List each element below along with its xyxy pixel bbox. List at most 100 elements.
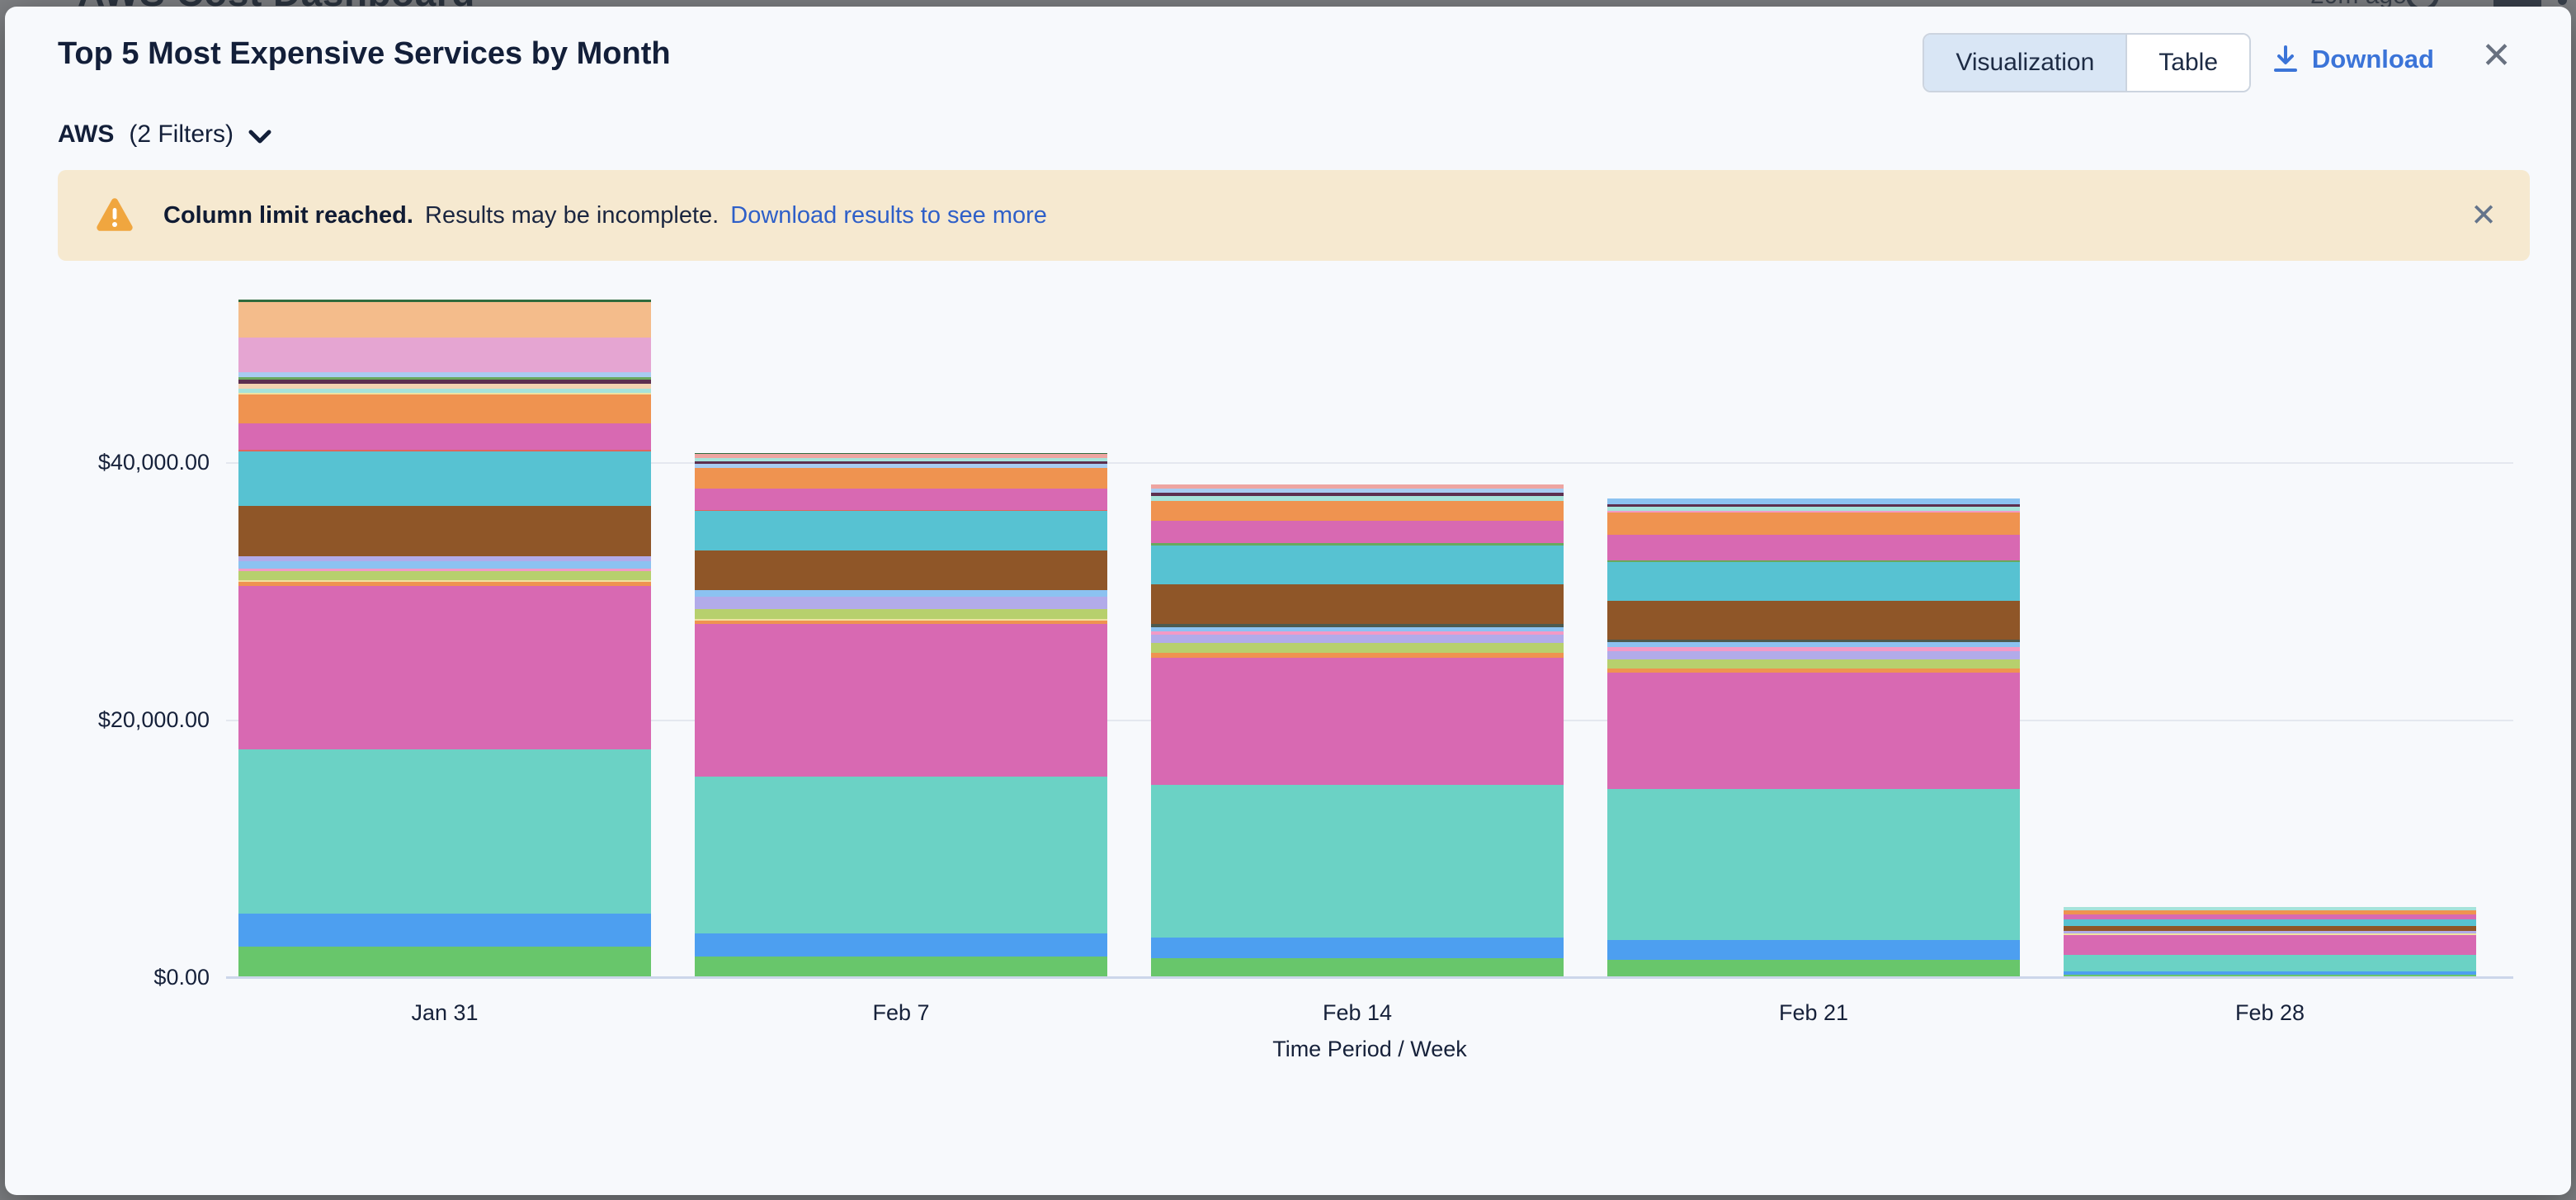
bar-segment-blue[interactable]	[695, 933, 1107, 957]
bar-segment-paleTeal[interactable]	[238, 389, 651, 393]
bar-segment-blue[interactable]	[1151, 938, 1564, 959]
bar-segment-yellowGreen[interactable]	[1607, 659, 2020, 669]
bar-segment-orange[interactable]	[1151, 501, 1564, 522]
bar-segment-orange[interactable]	[2064, 910, 2476, 915]
bar-segment-paleYellow[interactable]	[238, 392, 651, 395]
bar-segment-periwinkle[interactable]	[238, 555, 651, 561]
bar-segment-magenta[interactable]	[1151, 521, 1564, 544]
banner-download-link[interactable]: Download results to see more	[730, 201, 1047, 229]
bar-segment-orange[interactable]	[1607, 513, 2020, 536]
bar-segment-lightBlue[interactable]	[238, 560, 651, 569]
bar-segment-magenta[interactable]	[695, 623, 1107, 777]
bar-segment-magenta[interactable]	[1607, 673, 2020, 790]
bar-segment-cyan[interactable]	[1607, 562, 2020, 602]
bar-segment-salmon[interactable]	[695, 453, 1107, 458]
bar-segment-magenta[interactable]	[1607, 535, 2020, 561]
bar-segment-magenta[interactable]	[695, 488, 1107, 510]
bar-segment-magenta[interactable]	[2064, 914, 2476, 920]
bar-segment-lightBlue[interactable]	[695, 589, 1107, 598]
bar-segment-coral[interactable]	[238, 450, 651, 452]
bar-segment-coral[interactable]	[695, 509, 1107, 511]
bar-segment-maroon[interactable]	[1607, 504, 2020, 508]
bar-segment-green[interactable]	[2064, 974, 2476, 976]
bar-segment-maroon[interactable]	[1151, 493, 1564, 497]
bar-segment-brown[interactable]	[695, 550, 1107, 590]
bar-segment-yellowGreen[interactable]	[238, 570, 651, 580]
tab-table[interactable]: Table	[2125, 35, 2249, 91]
bar-segment-lightBlueThin[interactable]	[1151, 489, 1564, 494]
bar-segment-lightBlueThin[interactable]	[238, 372, 651, 378]
bar-segment-greenThin[interactable]	[238, 377, 651, 380]
bar-segment-periwinkle[interactable]	[695, 597, 1107, 609]
bar-segment-darkGreen[interactable]	[695, 452, 1107, 454]
bar-segment-plum[interactable]	[238, 338, 651, 373]
bar-segment-magenta[interactable]	[238, 423, 651, 451]
filter-dropdown[interactable]: AWS (2 Filters)	[58, 120, 271, 149]
bar-segment-turquoise[interactable]	[1607, 789, 2020, 941]
bar-feb-14[interactable]	[1151, 484, 1564, 976]
bar-segment-paleTeal[interactable]	[2064, 907, 2476, 911]
bar-feb-7[interactable]	[695, 452, 1107, 976]
bar-segment-paleYellow[interactable]	[238, 579, 651, 582]
bar-segment-orange[interactable]	[238, 394, 651, 424]
bar-segment-periwinkle[interactable]	[2064, 931, 2476, 933]
bar-segment-paleTeal[interactable]	[1151, 496, 1564, 502]
bar-segment-turquoise[interactable]	[238, 749, 651, 914]
bar-segment-brown[interactable]	[2064, 926, 2476, 931]
bar-segment-blue[interactable]	[238, 914, 651, 947]
bar-segment-green[interactable]	[1151, 958, 1564, 976]
bar-segment-darkSlate[interactable]	[1607, 640, 2020, 643]
bar-segment-lightBlue[interactable]	[1151, 627, 1564, 632]
bar-segment-green[interactable]	[1607, 960, 2020, 976]
bar-segment-paleYellow[interactable]	[695, 618, 1107, 621]
modal-close-icon[interactable]: ✕	[2481, 35, 2512, 76]
bar-segment-orange[interactable]	[695, 620, 1107, 624]
bar-segment-salmon[interactable]	[1151, 484, 1564, 489]
bar-segment-lightBlueThin[interactable]	[695, 463, 1107, 468]
bar-segment-green[interactable]	[238, 947, 651, 976]
bar-segment-lightBlue[interactable]	[1607, 498, 2020, 505]
bar-segment-brown[interactable]	[1151, 584, 1564, 625]
bar-segment-orange[interactable]	[1607, 669, 2020, 673]
tab-visualization[interactable]: Visualization	[1924, 35, 2126, 91]
bar-segment-periwinkle[interactable]	[1151, 635, 1564, 644]
bar-segment-greenThin[interactable]	[1607, 560, 2020, 563]
bar-segment-paleYellow[interactable]	[2064, 933, 2476, 935]
bar-segment-orange[interactable]	[1151, 653, 1564, 659]
bar-segment-cyan[interactable]	[1151, 546, 1564, 585]
bar-segment-yellowGreen[interactable]	[1151, 643, 1564, 654]
bar-jan-31[interactable]	[238, 299, 651, 976]
bar-segment-cyan[interactable]	[695, 510, 1107, 550]
bar-segment-maroon[interactable]	[695, 461, 1107, 464]
bar-segment-darkSlate[interactable]	[1151, 624, 1564, 628]
bar-segment-cyan[interactable]	[238, 451, 651, 506]
banner-close-icon[interactable]: ✕	[2470, 198, 2497, 234]
bar-segment-magenta[interactable]	[238, 585, 651, 749]
bar-segment-turquoise[interactable]	[695, 776, 1107, 933]
bar-segment-darkGreen[interactable]	[238, 299, 651, 302]
bar-segment-yellowGreen[interactable]	[695, 608, 1107, 619]
bar-segment-lightBlue[interactable]	[1607, 642, 2020, 648]
bar-segment-periwinkle[interactable]	[1607, 651, 2020, 660]
bar-segment-greenThin[interactable]	[1151, 543, 1564, 546]
bar-segment-orange[interactable]	[238, 581, 651, 586]
bar-segment-pinkThin[interactable]	[1151, 631, 1564, 635]
bar-segment-turquoise[interactable]	[1151, 785, 1564, 938]
bar-segment-magenta[interactable]	[2064, 934, 2476, 955]
bar-segment-pinkThin[interactable]	[1607, 647, 2020, 652]
bar-segment-magenta[interactable]	[1151, 658, 1564, 786]
bar-segment-pinkThin[interactable]	[238, 568, 651, 571]
bar-segment-paleTeal[interactable]	[1607, 507, 2020, 512]
bar-segment-pinkThin[interactable]	[1607, 511, 2020, 513]
bar-segment-brown[interactable]	[1607, 601, 2020, 640]
bar-segment-blue[interactable]	[1607, 940, 2020, 961]
bar-segment-paleTeal[interactable]	[695, 457, 1107, 461]
bar-segment-maroon[interactable]	[238, 380, 651, 385]
bar-feb-21[interactable]	[1607, 498, 2020, 976]
bar-segment-green[interactable]	[695, 956, 1107, 976]
bar-segment-cyan[interactable]	[2064, 919, 2476, 926]
download-button[interactable]: Download	[2272, 45, 2434, 74]
bar-feb-28[interactable]	[2064, 907, 2476, 976]
bar-segment-brown[interactable]	[238, 505, 651, 556]
bar-segment-turquoise[interactable]	[2064, 954, 2476, 971]
